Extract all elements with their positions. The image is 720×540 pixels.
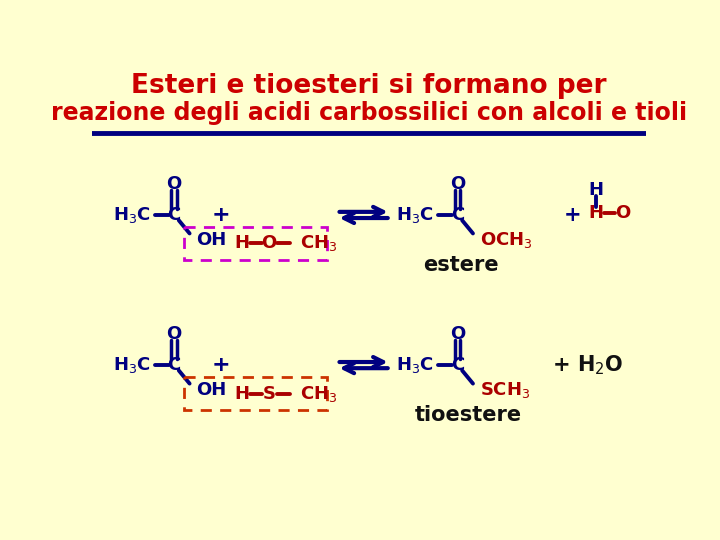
Text: +: + bbox=[553, 355, 570, 375]
Text: H: H bbox=[235, 384, 249, 403]
Text: CH$_3$: CH$_3$ bbox=[300, 383, 338, 403]
Text: O: O bbox=[450, 325, 465, 343]
Text: C: C bbox=[451, 356, 464, 374]
Text: OH: OH bbox=[197, 381, 227, 399]
Bar bbox=[184, 377, 327, 410]
Text: O: O bbox=[450, 175, 465, 193]
Text: H: H bbox=[589, 181, 603, 199]
Text: C: C bbox=[168, 206, 181, 224]
Text: Esteri e tioesteri si formano per: Esteri e tioesteri si formano per bbox=[131, 73, 607, 99]
Text: OCH$_3$: OCH$_3$ bbox=[480, 230, 533, 249]
Text: H$_3$C: H$_3$C bbox=[396, 205, 434, 225]
Text: estere: estere bbox=[423, 255, 498, 275]
Text: H$_3$C: H$_3$C bbox=[113, 355, 150, 375]
Text: H: H bbox=[589, 205, 603, 222]
Text: H$_2$O: H$_2$O bbox=[577, 353, 623, 377]
Text: OH: OH bbox=[197, 231, 227, 248]
Text: tioestere: tioestere bbox=[415, 405, 522, 425]
Text: O: O bbox=[261, 234, 276, 252]
Text: SCH$_3$: SCH$_3$ bbox=[480, 380, 530, 400]
Bar bbox=[184, 227, 327, 260]
Text: H$_3$C: H$_3$C bbox=[396, 355, 434, 375]
Text: +: + bbox=[212, 355, 230, 375]
Text: reazione degli acidi carbossilici con alcoli e tioli: reazione degli acidi carbossilici con al… bbox=[51, 100, 687, 125]
Text: H: H bbox=[235, 234, 249, 252]
Text: O: O bbox=[166, 325, 182, 343]
Text: S: S bbox=[262, 384, 275, 403]
Text: O: O bbox=[615, 205, 630, 222]
Text: +: + bbox=[212, 205, 230, 225]
Text: O: O bbox=[166, 175, 182, 193]
Text: +: + bbox=[564, 205, 582, 225]
Text: CH$_3$: CH$_3$ bbox=[300, 233, 338, 253]
Text: C: C bbox=[168, 356, 181, 374]
Text: H$_3$C: H$_3$C bbox=[113, 205, 150, 225]
Text: C: C bbox=[451, 206, 464, 224]
